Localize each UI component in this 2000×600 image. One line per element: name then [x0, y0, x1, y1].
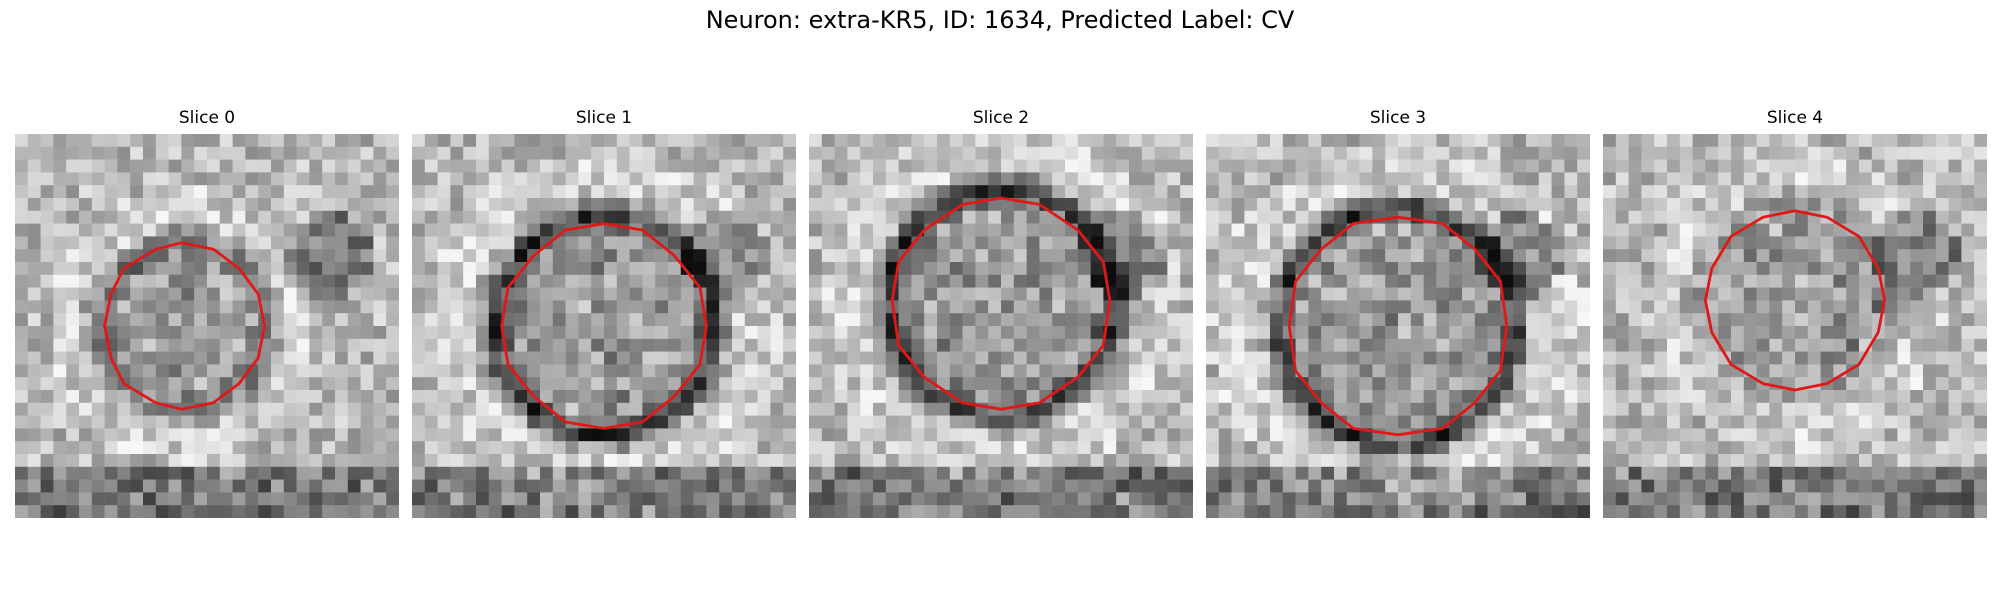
- contour-outline: [500, 222, 708, 430]
- contour-outline: [890, 196, 1112, 411]
- slice-title-1: Slice 1: [575, 108, 633, 128]
- contour-outline: [1703, 209, 1887, 392]
- pixel-grid: [1603, 134, 1987, 518]
- slice-image-3: [1206, 134, 1590, 518]
- slice-image-4: [1603, 134, 1987, 518]
- slice-image-2: [809, 134, 1193, 518]
- pixel-grid: [15, 134, 399, 518]
- pixel-grid: [1206, 134, 1590, 518]
- slice-title-4: Slice 4: [1766, 108, 1824, 128]
- slice-title-3: Slice 3: [1369, 108, 1427, 128]
- slice-image-0: [15, 134, 399, 518]
- contour-outline: [1287, 215, 1509, 437]
- contour-outline: [103, 241, 267, 411]
- slice-title-2: Slice 2: [972, 108, 1030, 128]
- pixel-grid: [412, 134, 796, 518]
- figure-title: Neuron: extra-KR5, ID: 1634, Predicted L…: [705, 6, 1295, 34]
- pixel-grid: [809, 134, 1193, 518]
- slice-image-1: [412, 134, 796, 518]
- slice-title-0: Slice 0: [178, 108, 236, 128]
